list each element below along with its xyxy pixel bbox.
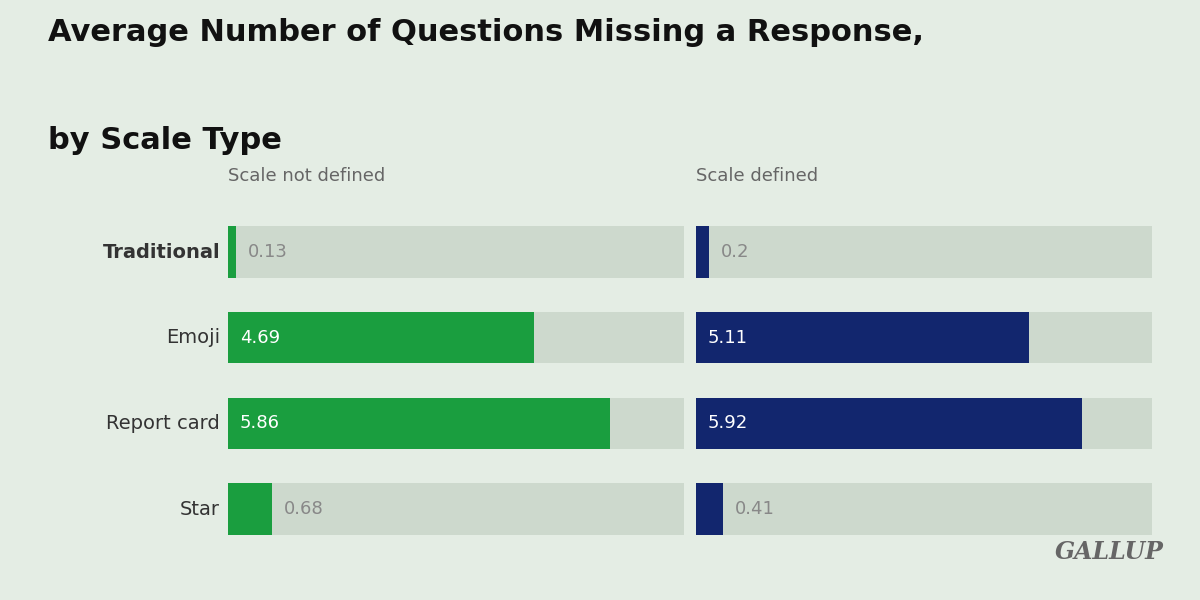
Text: by Scale Type: by Scale Type xyxy=(48,126,282,155)
FancyBboxPatch shape xyxy=(228,484,272,535)
Text: 0.2: 0.2 xyxy=(721,243,749,261)
Text: Traditional: Traditional xyxy=(102,242,220,262)
FancyBboxPatch shape xyxy=(696,484,1152,535)
FancyBboxPatch shape xyxy=(228,484,684,535)
FancyBboxPatch shape xyxy=(696,226,709,278)
FancyBboxPatch shape xyxy=(696,398,1152,449)
FancyBboxPatch shape xyxy=(696,226,1152,278)
FancyBboxPatch shape xyxy=(228,398,684,449)
Text: 0.68: 0.68 xyxy=(284,500,324,518)
Text: Average Number of Questions Missing a Response,: Average Number of Questions Missing a Re… xyxy=(48,18,924,47)
Text: 5.11: 5.11 xyxy=(708,329,748,347)
FancyBboxPatch shape xyxy=(696,398,1081,449)
FancyBboxPatch shape xyxy=(228,312,534,364)
Text: Scale defined: Scale defined xyxy=(696,167,818,185)
FancyBboxPatch shape xyxy=(696,484,722,535)
Text: Star: Star xyxy=(180,500,220,518)
FancyBboxPatch shape xyxy=(228,226,684,278)
Text: 4.69: 4.69 xyxy=(240,329,280,347)
FancyBboxPatch shape xyxy=(228,226,236,278)
FancyBboxPatch shape xyxy=(228,398,610,449)
Text: Scale not defined: Scale not defined xyxy=(228,167,385,185)
Text: 0.13: 0.13 xyxy=(248,243,288,261)
Text: Report card: Report card xyxy=(107,414,220,433)
Text: Emoji: Emoji xyxy=(166,328,220,347)
Text: GALLUP: GALLUP xyxy=(1055,540,1164,564)
FancyBboxPatch shape xyxy=(228,312,684,364)
FancyBboxPatch shape xyxy=(696,312,1028,364)
Text: 5.92: 5.92 xyxy=(708,415,748,433)
Text: 0.41: 0.41 xyxy=(734,500,774,518)
FancyBboxPatch shape xyxy=(696,312,1152,364)
Text: 5.86: 5.86 xyxy=(240,415,280,433)
